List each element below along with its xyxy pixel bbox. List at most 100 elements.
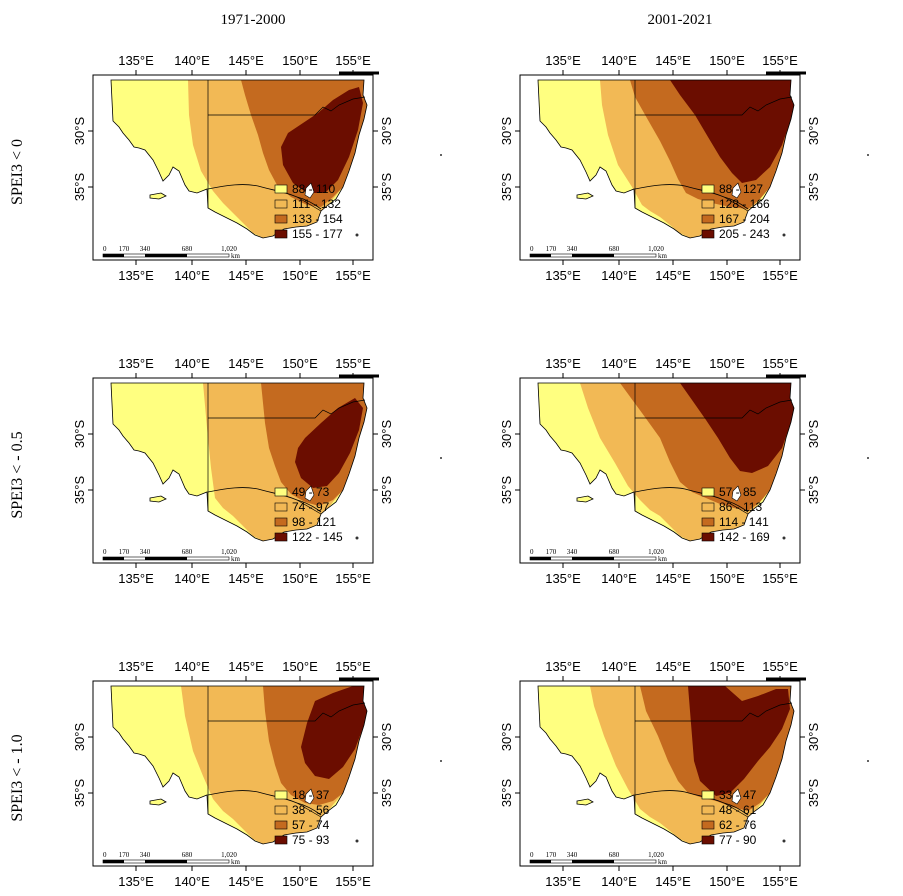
lon-label-top: 140°E [601, 53, 637, 68]
lon-label-bottom: 135°E [118, 874, 154, 889]
legend-swatch [274, 199, 288, 209]
scale-bar-label: 0 [103, 245, 107, 253]
lon-label-top: 150°E [282, 659, 318, 674]
lat-label-right: 35°S [379, 779, 394, 808]
lat-label-right: 35°S [379, 476, 394, 505]
lon-label-top: 145°E [655, 356, 691, 371]
zone-class-4 [680, 383, 794, 473]
legend-label: 98 - 121 [292, 515, 336, 529]
zone-class-4 [670, 80, 794, 183]
legend-label: 133 - 154 [292, 212, 343, 226]
scale-bar-label: 680 [609, 851, 620, 859]
island [440, 457, 442, 459]
lon-label-bottom: 145°E [228, 571, 264, 586]
legend-swatch [701, 199, 715, 209]
lon-label-bottom: 135°E [545, 874, 581, 889]
legend-swatch [701, 502, 715, 512]
state-border [208, 702, 366, 722]
island [576, 798, 594, 806]
lat-label-right: 35°S [806, 476, 821, 505]
lon-label-bottom: 150°E [709, 268, 745, 283]
legend-label: 86 - 113 [719, 500, 762, 514]
lon-label-bottom: 155°E [762, 874, 798, 889]
legend-label: 57 - 74 [292, 818, 330, 832]
lon-label-top: 150°E [709, 53, 745, 68]
zone-class-4 [281, 87, 363, 193]
scale-bar-label: 1,020 [221, 245, 237, 253]
state-border [296, 196, 322, 212]
legend-swatch [274, 229, 288, 239]
state-border [296, 499, 322, 515]
scale-bar-unit: km [658, 555, 668, 563]
scale-bar-label: 1,020 [221, 548, 237, 556]
state-border [723, 196, 749, 212]
lat-label-right: 35°S [806, 779, 821, 808]
scale-bar-label: 1,020 [648, 548, 664, 556]
scale-bar-label: 680 [609, 245, 620, 253]
island [355, 536, 359, 540]
lat-label-right: 30°S [806, 420, 821, 449]
map-panel-r1-c1: 135°E 135°E 140°E 140°E 145°E 145°E 150°E 150°E… [72, 53, 442, 283]
legend-label: 155 - 177 [292, 227, 343, 241]
legend-label: 18 - 37 [292, 788, 330, 802]
island [149, 798, 167, 806]
lon-label-top: 150°E [282, 53, 318, 68]
zone-class-4 [301, 686, 367, 779]
scale-bar-unit: km [658, 252, 668, 260]
lat-label-right: 35°S [806, 173, 821, 202]
island [440, 154, 442, 156]
lat-label-left: 30°S [72, 117, 87, 146]
coastline [537, 685, 795, 845]
scale-bar-label: 170 [119, 245, 130, 253]
scale-bar-label: 680 [182, 548, 193, 556]
lon-label-bottom: 155°E [762, 268, 798, 283]
lat-label-left: 30°S [499, 420, 514, 449]
lat-label-right: 30°S [379, 420, 394, 449]
lon-label-top: 150°E [709, 356, 745, 371]
lat-label-left: 30°S [72, 723, 87, 752]
lat-label-right: 30°S [379, 117, 394, 146]
scale-bar-label: 340 [567, 851, 578, 859]
lat-label-left: 35°S [72, 779, 87, 808]
lake [731, 182, 742, 199]
legend-swatch [701, 532, 715, 542]
lon-label-bottom: 145°E [228, 268, 264, 283]
legend-label: 33 - 47 [719, 788, 757, 802]
lake [731, 485, 742, 502]
lon-label-bottom: 155°E [335, 268, 371, 283]
state-border [208, 96, 366, 116]
lon-label-top: 140°E [174, 659, 210, 674]
state-border [635, 96, 793, 116]
lon-label-top: 135°E [545, 53, 581, 68]
lon-label-top: 145°E [655, 53, 691, 68]
legend-swatch [701, 214, 715, 224]
legend-label: 48 - 61 [719, 803, 757, 817]
scale-bar-unit: km [231, 252, 241, 260]
lat-label-left: 35°S [72, 476, 87, 505]
lon-label-bottom: 145°E [655, 874, 691, 889]
legend-label: 122 - 145 [292, 530, 343, 544]
scale-bar-unit: km [231, 555, 241, 563]
lon-label-top: 145°E [228, 356, 264, 371]
island [576, 495, 594, 503]
legend-swatch [274, 214, 288, 224]
lon-label-bottom: 155°E [335, 571, 371, 586]
island [867, 457, 869, 459]
map-panel-r2-c1: 135°E 135°E 140°E 140°E 145°E 145°E 150°E 150°E… [72, 356, 442, 586]
lon-label-bottom: 140°E [174, 571, 210, 586]
lon-label-top: 135°E [545, 659, 581, 674]
lake [731, 788, 742, 805]
lon-label-bottom: 150°E [282, 874, 318, 889]
legend-label: 114 - 141 [719, 515, 769, 529]
lon-label-bottom: 140°E [174, 874, 210, 889]
legend-swatch [701, 184, 715, 194]
scale-bar-label: 340 [567, 548, 578, 556]
legend-label: 49 - 73 [292, 485, 330, 499]
lon-label-bottom: 135°E [118, 268, 154, 283]
scale-bar-label: 680 [182, 245, 193, 253]
island [867, 760, 869, 762]
lon-label-top: 135°E [118, 659, 154, 674]
